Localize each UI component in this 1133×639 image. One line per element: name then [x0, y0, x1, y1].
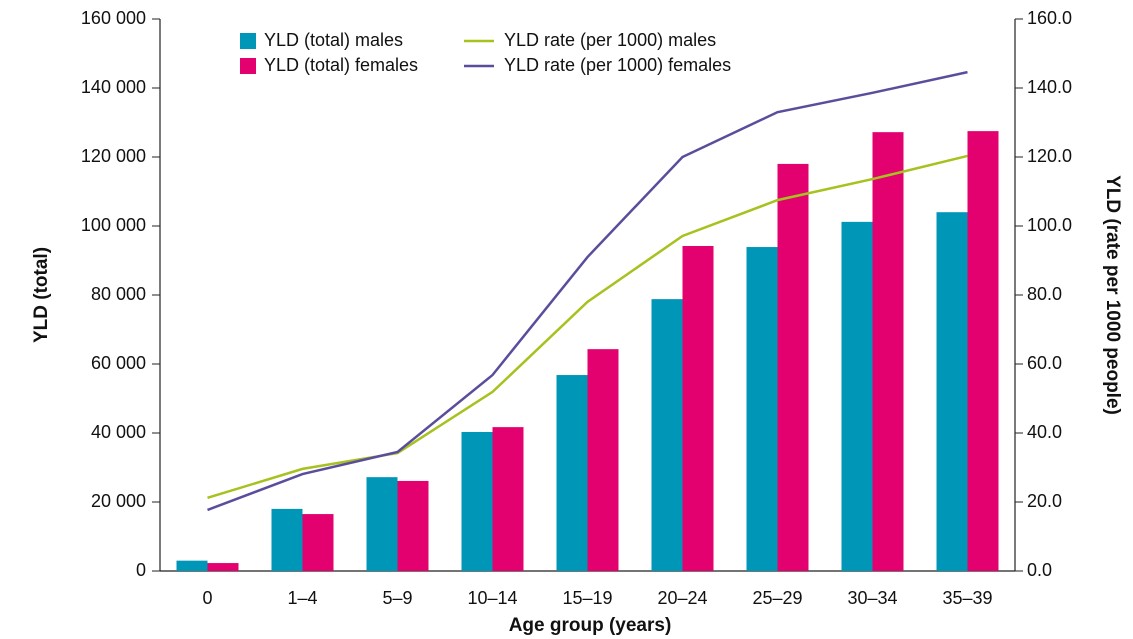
y-tick-label: 60 000	[91, 353, 146, 373]
x-tick-label: 20–24	[657, 588, 707, 608]
bar	[777, 163, 809, 571]
bar	[651, 299, 683, 571]
y2-tick-label: 80.0	[1027, 284, 1062, 304]
bar	[936, 212, 968, 571]
x-tick-label: 15–19	[562, 588, 612, 608]
bar	[207, 563, 239, 571]
bar	[872, 132, 904, 571]
x-tick-label: 25–29	[752, 588, 802, 608]
x-tick-label: 0	[202, 588, 212, 608]
y2-tick-label: 120.0	[1027, 146, 1072, 166]
y2-tick-label: 140.0	[1027, 77, 1072, 97]
bar	[556, 375, 588, 571]
y-tick-label: 20 000	[91, 491, 146, 511]
x-axis-label: Age group (years)	[509, 615, 672, 636]
bar	[397, 480, 429, 571]
y-tick-label: 160 000	[81, 8, 146, 28]
y-tick-label: 120 000	[81, 146, 146, 166]
bar	[967, 131, 999, 571]
y-tick-label: 140 000	[81, 77, 146, 97]
y-tick-label: 0	[136, 560, 146, 580]
y-tick-label: 80 000	[91, 284, 146, 304]
legend-swatch	[240, 58, 256, 74]
y2-tick-label: 20.0	[1027, 491, 1062, 511]
y2-axis-label: YLD (rate per 1000 people)	[1102, 175, 1123, 415]
bar	[176, 560, 208, 571]
bar	[746, 247, 778, 572]
line	[207, 70, 968, 512]
bar	[271, 508, 303, 571]
bar	[841, 221, 873, 572]
legend-label: YLD (total) males	[264, 30, 403, 50]
legend-label: YLD rate (per 1000) females	[504, 55, 731, 75]
bar	[366, 477, 398, 571]
line	[207, 154, 968, 500]
x-tick-label: 35–39	[942, 588, 992, 608]
x-tick-label: 1–4	[287, 588, 317, 608]
y-tick-label: 100 000	[81, 215, 146, 235]
bar	[461, 431, 493, 571]
x-tick-label: 10–14	[467, 588, 517, 608]
bar	[682, 246, 714, 571]
bar	[587, 349, 619, 571]
bar	[302, 514, 334, 571]
y-tick-label: 40 000	[91, 422, 146, 442]
y2-tick-label: 160.0	[1027, 8, 1072, 28]
y2-tick-label: 40.0	[1027, 422, 1062, 442]
legend-label: YLD rate (per 1000) males	[504, 30, 716, 50]
y2-tick-label: 0.0	[1027, 560, 1052, 580]
x-tick-label: 30–34	[847, 588, 897, 608]
y-axis-label: YLD (total)	[31, 247, 52, 343]
legend-swatch	[240, 33, 256, 49]
x-tick-label: 5–9	[382, 588, 412, 608]
y2-tick-label: 60.0	[1027, 353, 1062, 373]
bar	[492, 427, 524, 571]
y2-tick-label: 100.0	[1027, 215, 1072, 235]
legend-label: YLD (total) females	[264, 55, 418, 75]
